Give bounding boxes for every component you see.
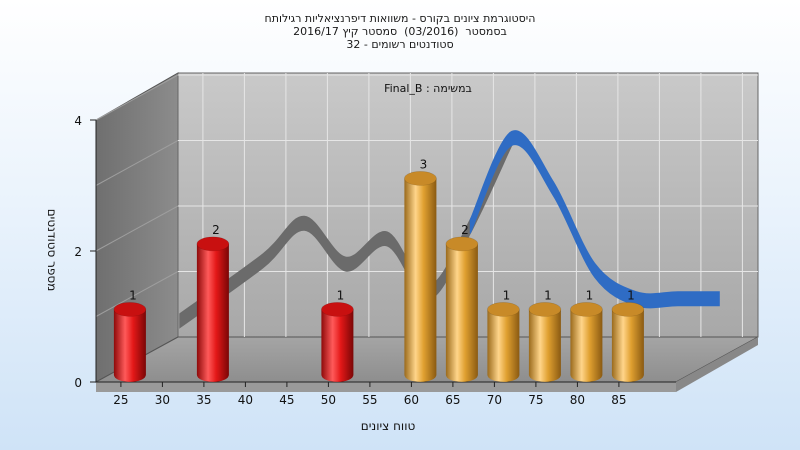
x-tick-label: 60 [404,393,419,407]
bar-value-label: 1 [129,288,137,302]
bar-75 [528,302,562,382]
bar-top [321,302,354,317]
trend-ribbon [179,130,720,329]
x-tick-label: 45 [279,393,294,407]
bar-value-label: 1 [627,288,635,302]
bar-body [570,309,603,382]
gridline-side [95,74,179,121]
bar-body [611,309,644,382]
floor-edge-front [96,382,676,392]
y-axis-label: מספר סטודנטים [45,209,59,292]
x-tick-label: 80 [570,393,585,407]
bar-35 [196,236,230,382]
bar-top [528,302,562,317]
bar-top [487,302,520,317]
y-tick-label: 4 [74,114,82,128]
bar-value-label: 1 [337,288,345,302]
bar-25 [113,302,147,382]
tick-labels: 0 2 4 25 30 35 40 45 50 55 60 65 70 75 80 85 [74,114,626,407]
floor-edge-right [676,337,758,392]
bar-body [404,178,437,382]
chart-title-line-3: סטודנטים רשומים - 32 [346,38,454,51]
data-labels: 1 2 1 3 2 1 1 1 1 [129,157,635,302]
x-tick-label: 35 [196,393,211,407]
y-tick-label: 2 [74,245,82,259]
chart-subtitle: Final_B : במשימה [384,82,472,95]
bar-body [487,309,520,382]
bar-body [113,309,146,382]
gridline-side [95,140,179,186]
x-tick-label: 30 [155,393,170,407]
x-tick-label: 40 [238,393,253,407]
bar-85 [611,302,645,382]
x-tick-label: 85 [611,393,626,407]
bars [113,171,645,382]
x-tick-label: 65 [445,393,460,407]
y-tick-label: 0 [74,376,82,390]
bar-value-label: 2 [212,223,220,237]
bar-top [570,302,603,317]
chart-title-line-1: היסטוגרמת ציונים בקורס - משוואות דיפרנצי… [264,12,536,25]
bar-top [611,302,645,317]
bar-value-label: 1 [544,288,552,302]
bar-80 [570,302,603,382]
trend-ribbon-segment-blue [469,130,720,309]
bar-value-label: 1 [503,288,511,302]
bar-top [113,302,147,317]
gridline-side [95,205,179,252]
bar-body [445,243,478,382]
bar-70 [487,302,520,382]
bar-65 [445,236,479,382]
bar-value-label: 1 [586,288,594,302]
x-tick-label: 55 [362,393,377,407]
bar-body [196,243,229,382]
gridline-side [95,271,179,317]
x-tick-label: 50 [321,393,336,407]
bar-body [321,309,354,382]
bar-body [528,309,561,382]
bar-top [404,171,437,186]
bar-value-label: 3 [420,157,428,171]
bar-top [445,236,479,252]
x-axis-label: טווח ציונים [361,419,416,433]
bar-top [196,236,230,252]
bar-50 [321,302,354,382]
x-tick-label: 70 [487,393,502,407]
chart-title-line-2: בסמסטר (03/2016) סמסטר קיץ 2016/17 [293,25,507,38]
x-tick-label: 25 [113,393,128,407]
x-tick-label: 75 [528,393,543,407]
bar-60 [404,171,437,382]
bar-value-label: 2 [461,223,469,237]
